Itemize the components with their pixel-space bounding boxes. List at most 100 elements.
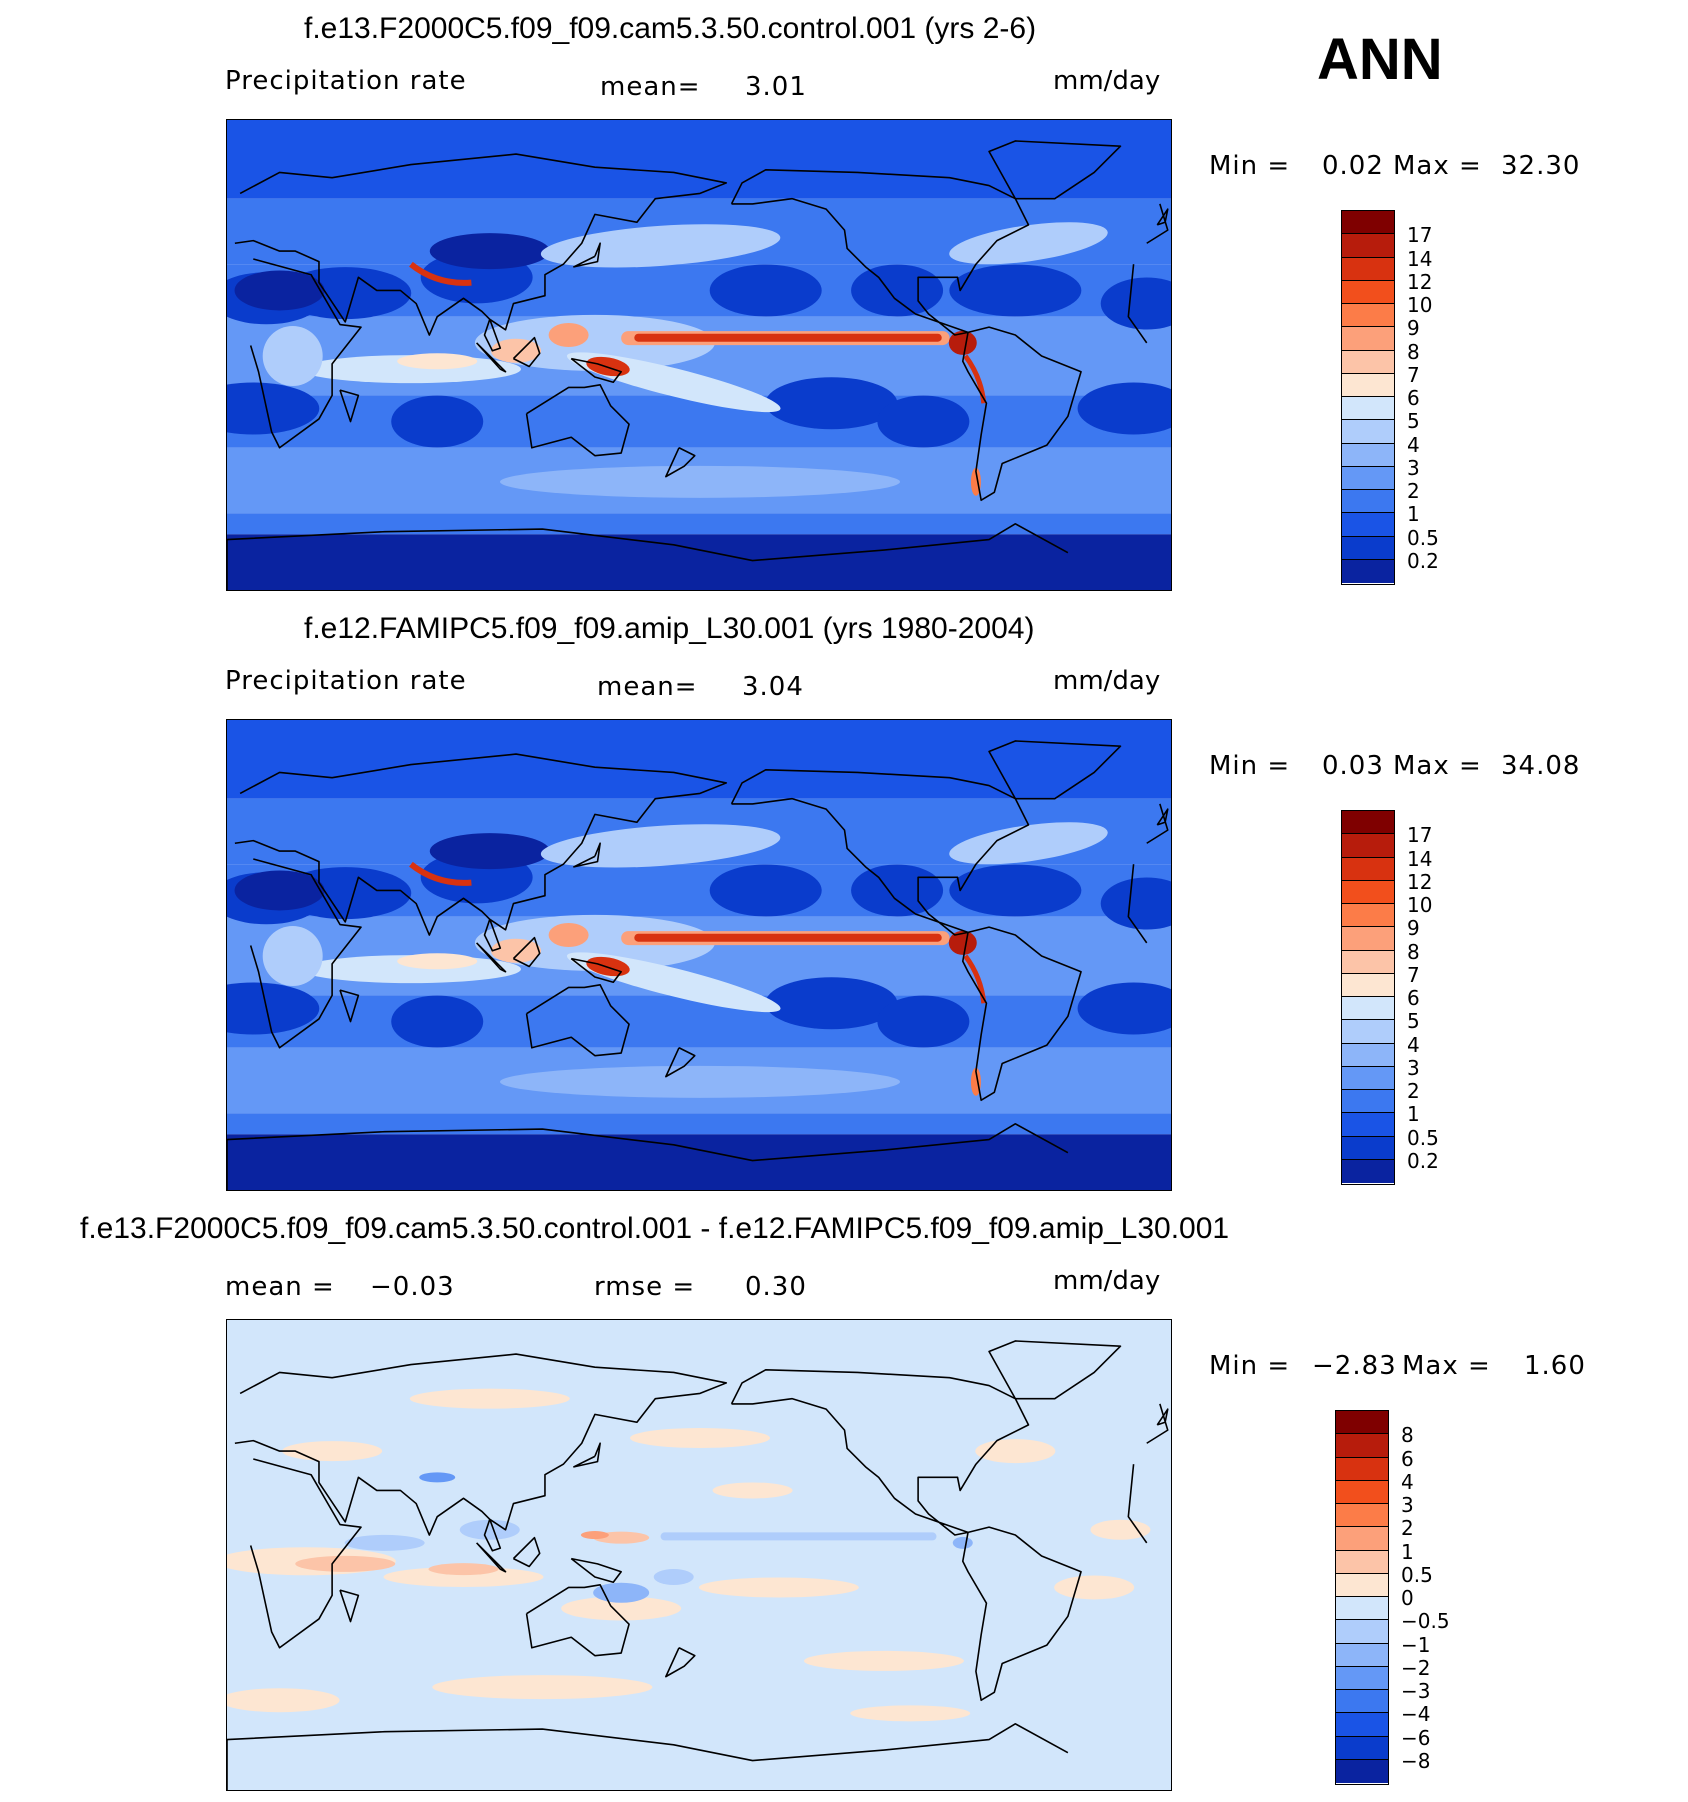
colorbar-tick-label: 12: [1407, 869, 1433, 894]
panel-3-min-value: −2.83: [1312, 1351, 1397, 1381]
colorbar-swatch: [1342, 1066, 1394, 1090]
colorbar-tick-label: 14: [1407, 246, 1433, 271]
itcz-core: [634, 333, 942, 342]
precip-band: [227, 120, 1171, 199]
colorbar-tick-label: −1: [1401, 1632, 1431, 1657]
colorbar-tick-label: 4: [1401, 1469, 1414, 1494]
colorbar-tick-label: 5: [1407, 409, 1420, 434]
colorbar-tick-label: 2: [1407, 1079, 1420, 1103]
coastline: [1127, 1464, 1148, 1544]
colorbar-swatch: [1342, 1136, 1394, 1160]
coastline: [665, 1647, 696, 1678]
coastline: [665, 1047, 696, 1078]
panel-3-map: [226, 1319, 1172, 1791]
colorbar-swatch: [1336, 1643, 1388, 1667]
precip-contour: [432, 1675, 653, 1700]
precip-contour: [1077, 982, 1171, 1035]
precip-contour: [419, 1472, 456, 1483]
coastline: [339, 389, 360, 423]
panel-2-units: mm/day: [1053, 666, 1161, 696]
precip-contour: [428, 1563, 499, 1576]
colorbar-tick-label: 5: [1407, 1009, 1420, 1034]
precip-contour: [491, 938, 542, 963]
precip-contour: [593, 1582, 650, 1603]
precip-contour: [851, 864, 944, 917]
coastline: [227, 523, 1069, 562]
coastline: [234, 153, 728, 352]
coastline: [1146, 803, 1169, 844]
panel-3-max-label: Max =: [1402, 1351, 1491, 1381]
panel-1-mean-label: mean=: [600, 72, 701, 102]
colorbar-swatch: [1342, 373, 1394, 397]
coastline: [476, 342, 507, 373]
coastline: [665, 447, 696, 478]
precip-contour: [803, 1650, 964, 1671]
panel-3-min-label: Min =: [1209, 1351, 1291, 1381]
colorbar-tick-label: 2: [1401, 1516, 1414, 1541]
coastline: [1156, 1408, 1169, 1426]
coastline: [234, 753, 728, 952]
coastline: [227, 1723, 1069, 1762]
panel-1-units: mm/day: [1053, 66, 1161, 96]
colorbar-swatch: [1342, 350, 1394, 374]
panel-3-units: mm/day: [1053, 1266, 1161, 1296]
diff-itcz-negative: [660, 1532, 937, 1541]
colorbar-swatch: [1342, 834, 1394, 858]
panel-2-min-value: 0.03: [1322, 751, 1384, 781]
precip-contour: [397, 953, 478, 970]
colorbar-tick-label: 2: [1407, 479, 1420, 503]
colorbar-tick-label: 3: [1401, 1493, 1414, 1517]
colorbar-swatch: [1336, 1527, 1388, 1551]
precip-contour: [344, 1534, 425, 1551]
coastline: [249, 1458, 362, 1649]
colorbar-tick-label: 0.2: [1407, 1148, 1439, 1173]
coastline: [570, 957, 622, 984]
coastline: [570, 1557, 622, 1584]
colorbar-tick-label: 0.5: [1407, 1125, 1439, 1150]
coastline: [512, 336, 541, 368]
coastline: [988, 740, 1122, 800]
panel-1-mean-value: 3.01: [745, 72, 807, 102]
panel-1-colorbar: [1341, 210, 1395, 585]
colorbar-tick-label: 9: [1407, 916, 1420, 941]
colorbar-tick-label: 0.2: [1407, 548, 1439, 573]
precip-contour: [227, 1688, 340, 1713]
colorbar-swatch: [1342, 559, 1394, 583]
colorbar-swatch: [1342, 1020, 1394, 1044]
precip-contour: [491, 338, 542, 363]
panel-3-title: f.e13.F2000C5.f09_f09.cam5.3.50.control.…: [80, 1212, 1230, 1245]
precip-contour: [698, 1577, 859, 1598]
colorbar-swatch: [1336, 1597, 1388, 1621]
precip-contour: [630, 1428, 770, 1448]
colorbar-swatch: [1336, 1411, 1388, 1435]
colorbar-tick-label: 14: [1407, 846, 1433, 871]
panel-2-colorbar: [1341, 810, 1395, 1185]
colorbar-tick-label: 3: [1407, 455, 1420, 480]
coastline: [730, 169, 1030, 336]
precip-contour: [409, 1388, 570, 1409]
coastline: [339, 989, 360, 1023]
colorbar-swatch: [1336, 1573, 1388, 1597]
colorbar-swatch: [1342, 257, 1394, 281]
coastline: [249, 258, 362, 449]
coastline: [573, 1442, 601, 1468]
coastline: [512, 1536, 541, 1568]
colorbar-swatch: [1336, 1736, 1388, 1760]
colorbar-tick-label: 12: [1407, 269, 1433, 294]
precip-contour: [459, 1519, 520, 1540]
precip-contour: [877, 995, 970, 1048]
himalaya-precip: [409, 261, 472, 286]
precip-band: [227, 720, 1171, 799]
colorbar-swatch: [1342, 397, 1394, 421]
panel-1-variable-label: Precipitation rate: [225, 66, 467, 96]
colorbar-tick-label: 10: [1407, 893, 1433, 917]
colorbar-tick-label: 0: [1401, 1586, 1414, 1610]
colorbar-swatch: [1336, 1480, 1388, 1504]
colorbar-swatch: [1342, 327, 1394, 351]
colorbar-swatch: [1336, 1759, 1388, 1783]
colorbar-swatch: [1336, 1620, 1388, 1644]
colorbar-swatch: [1336, 1690, 1388, 1714]
colorbar-tick-label: 1: [1401, 1539, 1414, 1564]
colorbar-swatch: [1342, 513, 1394, 537]
coastline: [476, 1542, 507, 1573]
